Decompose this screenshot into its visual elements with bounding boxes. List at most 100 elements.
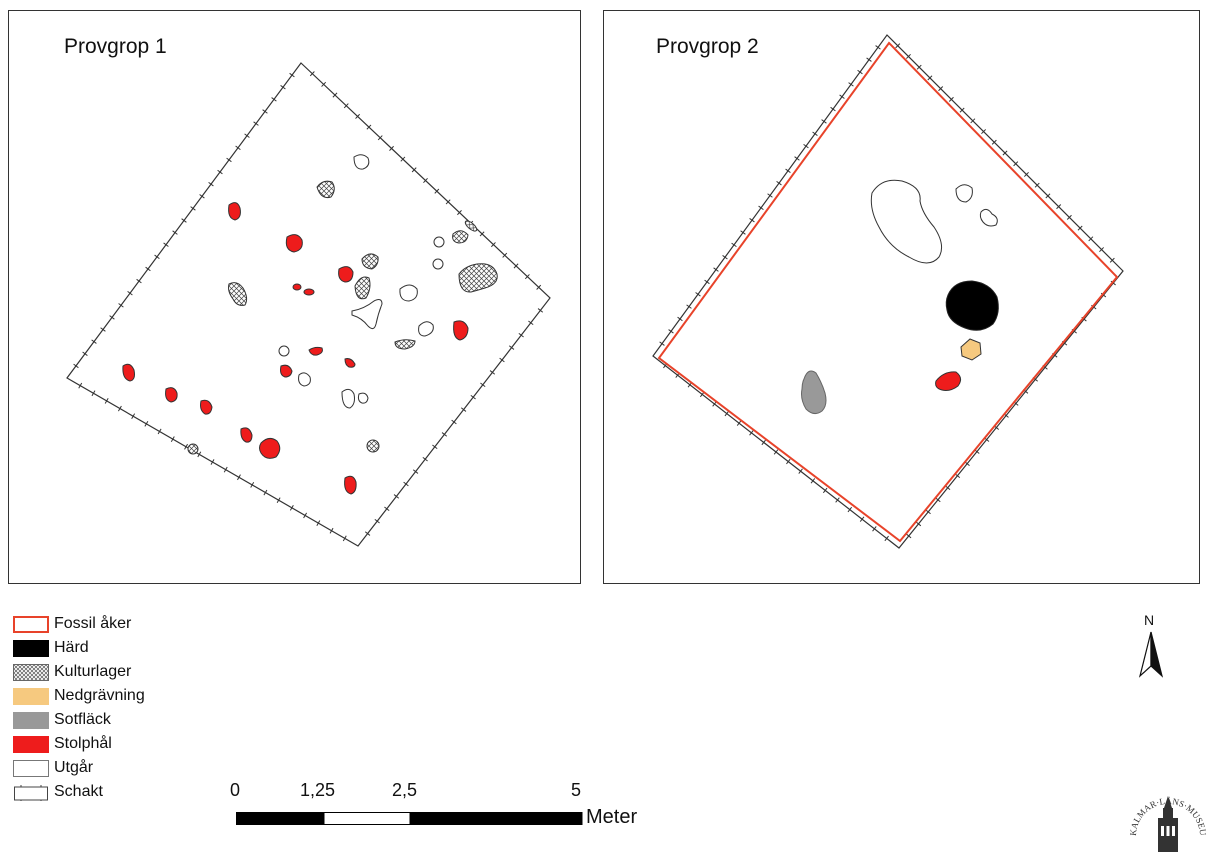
schakt-tick: [528, 320, 534, 326]
schakt-tick: [508, 345, 515, 350]
stolphal-feature: [122, 363, 135, 382]
stolphal-feature: [259, 437, 281, 459]
schakt-tick: [830, 106, 836, 112]
north-arrow: N: [1136, 612, 1166, 682]
stolphal-feature: [200, 399, 213, 415]
schakt-tick: [659, 341, 665, 346]
legend-label: Stolphål: [54, 735, 112, 752]
schakt-tick: [145, 266, 151, 272]
schakt-tick: [342, 535, 347, 542]
schakt-tick: [905, 53, 911, 59]
kulturlager-feature: [316, 180, 335, 198]
stolphal-feature: [285, 234, 303, 253]
utgar-features: [870, 179, 998, 264]
schakt-tick: [109, 315, 115, 320]
schakt-tick: [835, 497, 840, 503]
schakt-tick: [736, 420, 742, 426]
schakt-tick: [1109, 257, 1115, 263]
schakt-tick: [948, 96, 954, 102]
map-provgrop-1: [66, 62, 551, 547]
hard-swatch: [13, 640, 49, 657]
schakt-tick: [423, 177, 428, 184]
schakt-tick: [82, 351, 88, 356]
schakt-tick: [875, 45, 881, 50]
schakt-tick: [812, 131, 818, 136]
schakt-tick: [271, 97, 277, 102]
schakt-tick: [451, 419, 457, 425]
schakt-tick: [384, 506, 390, 512]
schakt-tick: [118, 303, 124, 308]
utgar-feature: [979, 208, 998, 227]
legend-label: Sotfläck: [54, 711, 111, 728]
scale-tick-label: 0: [230, 780, 241, 800]
panel-title-provgrop-2: Provgrop 2: [656, 35, 759, 58]
schakt-tick: [181, 218, 187, 223]
utgar-feature: [870, 179, 943, 264]
schakt-tick: [250, 482, 255, 488]
schakt-tick: [374, 518, 380, 524]
schakt-tick: [821, 119, 827, 124]
sotflack-feature: [801, 370, 827, 415]
schakt-tick: [226, 157, 232, 163]
schakt-tick: [935, 497, 941, 503]
schakt-tick: [355, 113, 361, 119]
schakt-tick: [857, 69, 863, 75]
schakt-tick: [422, 456, 428, 462]
schakt-tick: [91, 390, 96, 397]
schakt-tick: [441, 432, 448, 437]
schakt-tick: [321, 81, 327, 87]
schakt-tick: [400, 156, 406, 162]
map-panel-provgrop-1: Provgrop 1: [8, 10, 581, 584]
schakt-tick: [1013, 161, 1019, 167]
schakt-tick: [677, 316, 683, 322]
stolphal-feature: [228, 202, 241, 221]
stolphal-feature: [453, 320, 469, 341]
schakt-tick: [91, 339, 97, 344]
scale-tick-label: 1,25: [300, 780, 336, 800]
schakt-tick: [712, 401, 717, 407]
legend-label: Härd: [54, 639, 89, 656]
scale-bar-graphic: [236, 812, 583, 825]
stolphal-feature: [303, 288, 315, 296]
schakt-tick: [489, 370, 496, 375]
schakt-tick: [695, 292, 701, 297]
schakt-tick: [276, 497, 281, 504]
schakt-tick: [1002, 150, 1008, 156]
schakt-tick: [991, 139, 997, 145]
schakt-tick: [309, 71, 315, 77]
schakt-tick: [537, 308, 544, 313]
stolphal-feature: [338, 266, 354, 283]
schakt-tick: [499, 357, 505, 363]
schakt-tick: [758, 205, 764, 211]
schakt-tick: [761, 439, 766, 446]
nedgravning-feature: [960, 338, 982, 361]
schakt-tick: [1056, 204, 1062, 210]
schakt-tick: [432, 444, 438, 450]
schakt-tick: [163, 242, 169, 247]
schakt-tick: [131, 413, 136, 420]
kulturlager-feature: [452, 230, 469, 244]
schakt-tick: [724, 410, 730, 417]
schakt-tick: [895, 43, 901, 49]
schakt-tick: [773, 449, 779, 455]
schakt-tick: [170, 436, 175, 442]
utgar-feature: [278, 345, 290, 357]
schakt-tick: [767, 193, 773, 198]
schakt-tick: [393, 494, 400, 499]
schakt-tick: [172, 230, 178, 235]
schakt-tick: [343, 103, 349, 109]
schakt-tick: [668, 329, 674, 334]
stolphal-feature: [935, 371, 962, 391]
schakt-tick: [217, 169, 223, 175]
schakt-tick: [364, 531, 371, 536]
schakt-tick: [332, 92, 338, 98]
schakt-tick: [104, 398, 109, 404]
map-provgrop-2: [652, 34, 1124, 549]
north-arrow-icon: [1138, 631, 1164, 678]
utgar-feature: [418, 321, 434, 337]
schakt-tick: [412, 469, 419, 474]
schakt-tick: [262, 109, 268, 114]
schakt-tick: [776, 180, 782, 186]
schakt-tick: [938, 86, 944, 92]
schakt-tick: [263, 489, 268, 496]
